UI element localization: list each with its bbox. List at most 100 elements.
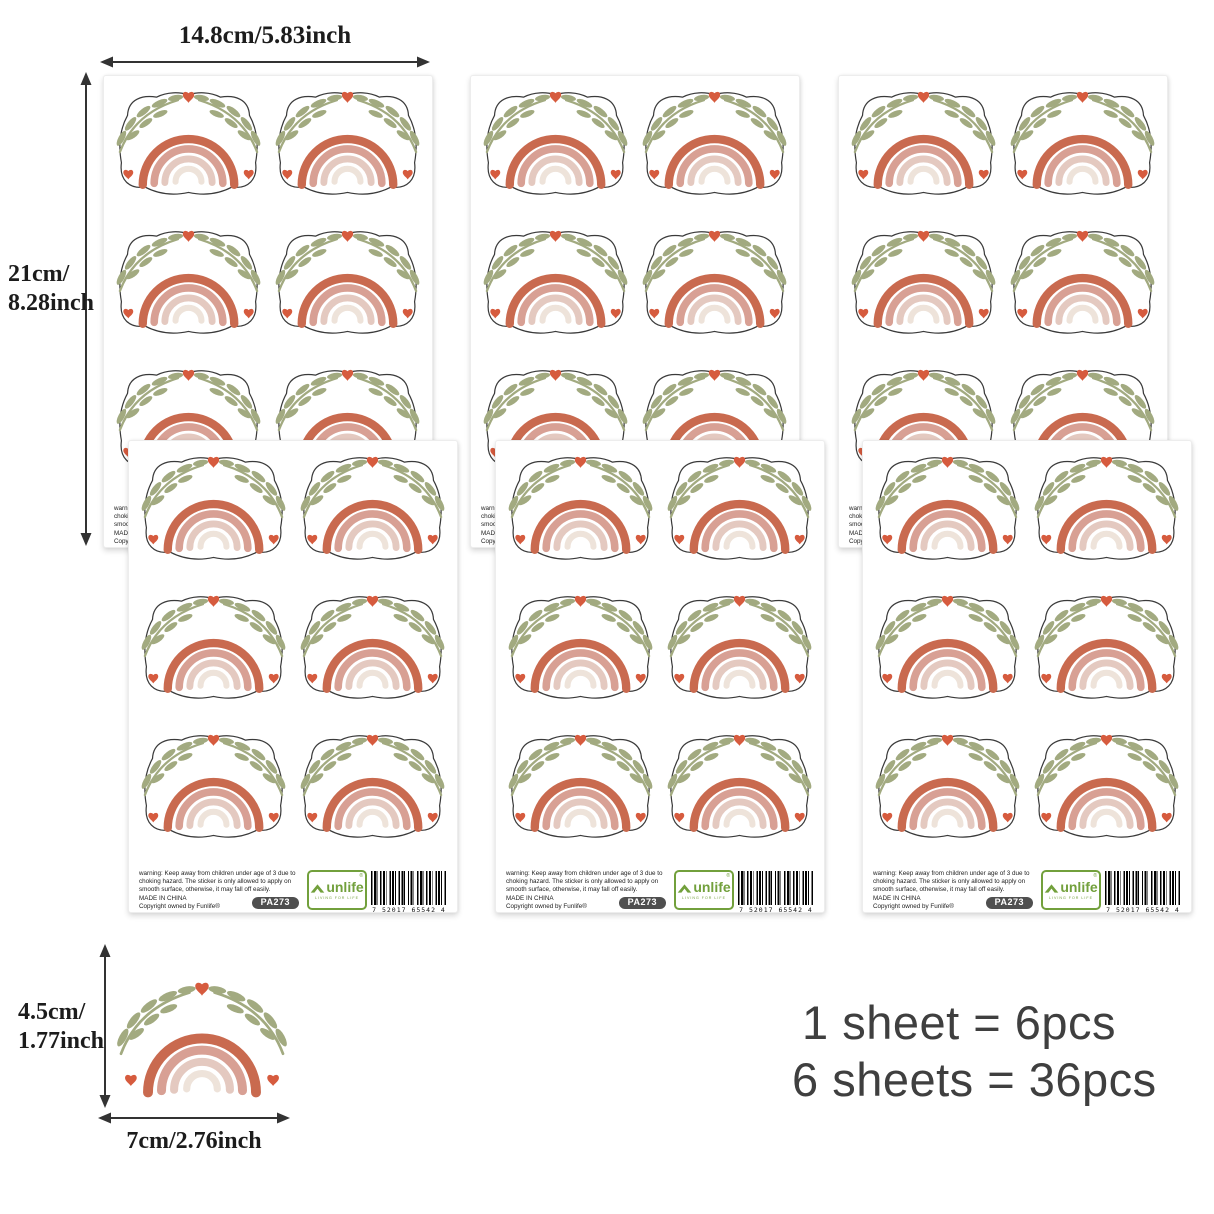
warning-block: warning: Keep away from children under a… [139,870,303,911]
brand-name: unlife [1060,878,1098,895]
roof-icon [678,883,692,893]
sticker-row [479,88,791,197]
brand-name: unlife [326,878,364,895]
rainbow-sticker-icon [847,227,1000,334]
rainbow-sticker-icon [1030,592,1183,699]
made-in-text: MADE IN CHINA [873,895,921,903]
funlife-logo-row: unlife [310,878,364,895]
sticker-row [137,453,449,562]
rainbow-sticker-icon [296,453,449,560]
rainbow-sticker-icon [871,592,1024,699]
barcode-digits: 7 52017 65542 4 [1106,906,1180,914]
registered-mark: ® [1093,873,1097,879]
barcode: 7 52017 65542 4 [1105,870,1181,914]
rainbow-sticker-icon [871,731,1024,838]
rainbow-sticker-icon [663,453,816,560]
registered-mark: ® [726,873,730,879]
sticker-row [871,592,1183,701]
warning-text: warning: Keep away from children under a… [139,870,296,893]
sticker-row [847,227,1159,336]
sheet-slot-front-1: warning: Keep away from children under a… [128,440,458,914]
pack-quantity-line2: 6 sheets = 36pcs [792,1053,1157,1106]
made-in-text: MADE IN CHINA [139,895,187,903]
copyright-text: Copyright owned by Funlife® [873,903,954,911]
rainbow-sticker-icon [847,88,1000,195]
made-in-text: MADE IN CHINA [506,895,554,903]
rainbow-sticker-icon [663,592,816,699]
funlife-logo-row: unlife [1044,878,1098,895]
funlife-logo-row: unlife [677,878,731,895]
rainbow-sticker-icon [504,731,657,838]
warning-block: warning: Keep away from children under a… [506,870,670,911]
sticker-row [504,731,816,840]
rainbow-sticker-icon [271,88,424,195]
sheet-height-arrow-icon [80,72,92,546]
brand-tagline: LIVING FOR LIFE [1049,895,1093,900]
rainbow-sticker-icon [1006,227,1159,334]
rainbow-sticker-icon [296,731,449,838]
sticker-sheet: warning: Keep away from children under a… [862,440,1192,914]
barcode-bars-icon [738,871,814,905]
sticker-sheet: warning: Keep away from children under a… [495,440,825,914]
rainbow-sticker-icon [1030,731,1183,838]
sticker-row [137,731,449,840]
warning-block: warning: Keep away from children under a… [873,870,1037,911]
sku-badge: PA273 [985,897,1033,909]
brand-tagline: LIVING FOR LIFE [315,895,359,900]
rainbow-sticker-icon [504,592,657,699]
sticker-row [137,592,449,701]
rainbow-sticker-icon [663,731,816,838]
sticker-height-arrow-icon [99,944,111,1108]
sheet-width-label: 14.8cm/5.83inch [178,22,352,49]
barcode-bars-icon [371,871,447,905]
sticker-row [871,731,1183,840]
sticker-row [847,88,1159,197]
rainbow-sticker-icon [479,227,632,334]
registered-mark: ® [359,873,363,879]
barcode-bars-icon [1105,871,1181,905]
funlife-logo: unlife ® LIVING FOR LIFE [307,870,367,910]
sku-badge: PA273 [618,897,666,909]
copyright-text: Copyright owned by Funlife® [506,903,587,911]
roof-icon [311,883,325,893]
sticker-row [504,453,816,562]
funlife-logo: unlife ® LIVING FOR LIFE [674,870,734,910]
barcode: 7 52017 65542 4 [738,870,814,914]
warning-text: warning: Keep away from children under a… [506,870,663,893]
funlife-logo: unlife ® LIVING FOR LIFE [1041,870,1101,910]
rainbow-sticker-icon [638,227,791,334]
rainbow-sticker-icon [137,592,290,699]
sheet-footer: warning: Keep away from children under a… [504,870,816,914]
warning-text: warning: Keep away from children under a… [873,870,1030,893]
barcode-digits: 7 52017 65542 4 [372,906,446,914]
sheet-width-arrow-icon [100,56,430,68]
sticker-width-label: 7cm/2.76inch [126,1128,262,1154]
single-rainbow-sticker-icon [112,978,292,1107]
sheet-footer: warning: Keep away from children under a… [137,870,449,914]
rainbow-sticker-icon [112,88,265,195]
rainbow-sticker-icon [638,88,791,195]
sheet-height-label: 21cm/ 8.28inch [8,261,95,316]
sticker-row [871,453,1183,562]
brand-tagline: LIVING FOR LIFE [682,895,726,900]
rainbow-sticker-icon [504,453,657,560]
rainbow-sticker-icon [137,453,290,560]
sku-badge: PA273 [251,897,299,909]
rainbow-sticker-icon [271,227,424,334]
rainbow-sticker-icon [296,592,449,699]
sticker-height-label: 4.5cm/ 1.77inch [18,999,105,1054]
sticker-row [504,592,816,701]
rainbow-sticker-icon [871,453,1024,560]
sticker-row [112,227,424,336]
copyright-text: Copyright owned by Funlife® [139,903,220,911]
brand-name: unlife [693,878,731,895]
rainbow-sticker-icon [112,227,265,334]
barcode: 7 52017 65542 4 [371,870,447,914]
pack-quantity-text: 1 sheet = 6pcs 6 sheets = 36pcs [792,994,1157,1108]
pack-quantity-line1: 1 sheet = 6pcs [802,996,1117,1049]
rainbow-sticker-icon [1006,88,1159,195]
sticker-row [112,88,424,197]
roof-icon [1045,883,1059,893]
rainbow-sticker-icon [1030,453,1183,560]
sheet-footer: warning: Keep away from children under a… [871,870,1183,914]
